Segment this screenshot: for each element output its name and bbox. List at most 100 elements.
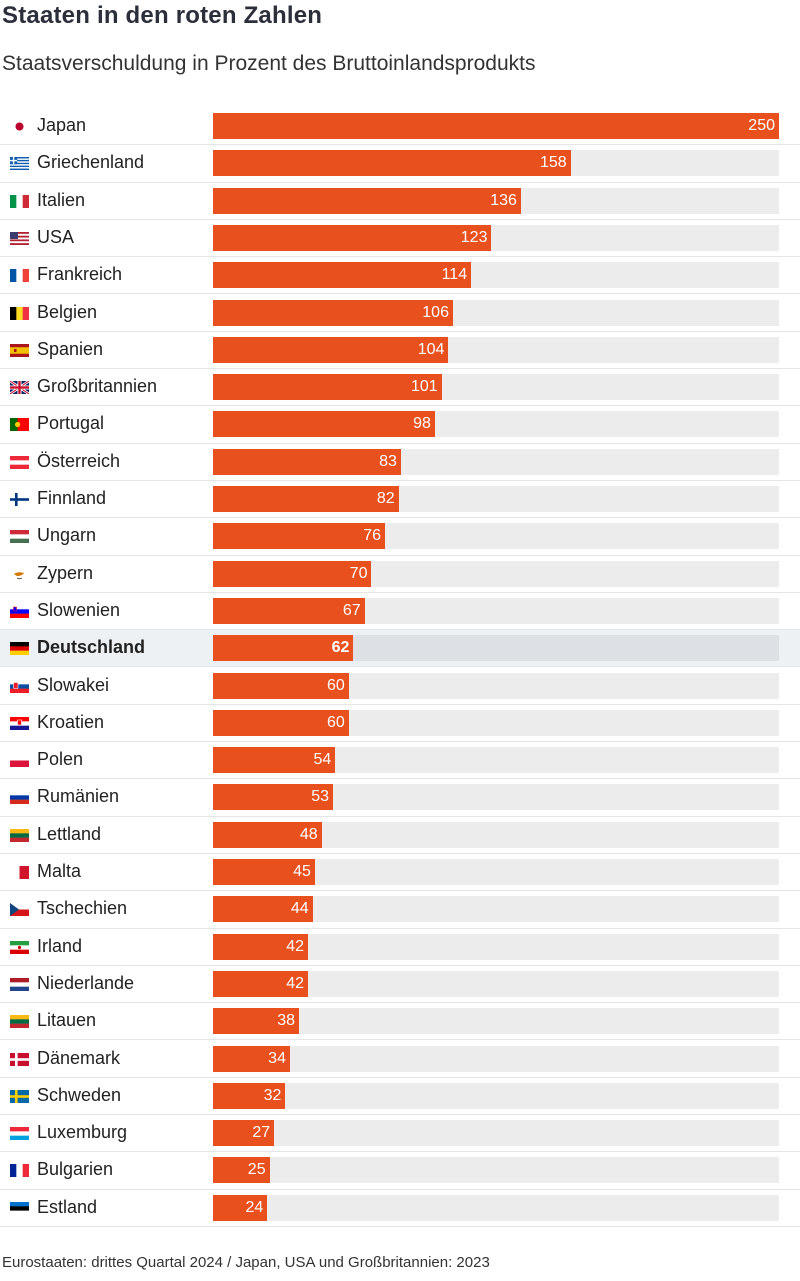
category-label: Slowakei — [37, 674, 110, 695]
denmark-flag-icon — [10, 1052, 29, 1066]
bar-row-rumaenien: Rumänien 53 — [0, 779, 800, 817]
bar-row-grossbritannien: Großbritannien 101 — [0, 369, 800, 407]
source-footnote: Eurostaaten: drittes Quartal 2024 / Japa… — [2, 1254, 490, 1271]
data-label: 44 — [290, 900, 309, 918]
bar-track: 60 — [213, 709, 779, 736]
bar-track: 76 — [213, 523, 779, 550]
poland-flag-icon — [10, 754, 29, 768]
bar-track: 53 — [213, 784, 779, 811]
data-label: 53 — [311, 788, 329, 806]
bar-row-spanien: Spanien 104 — [0, 332, 800, 370]
bar-row-zypern: Zypern 70 — [0, 556, 800, 593]
category-label: Niederlande — [37, 972, 135, 993]
data-label: 27 — [252, 1124, 271, 1142]
bar-track: 44 — [213, 896, 779, 923]
bar-track: 38 — [213, 1008, 779, 1035]
bar: 25 — [213, 1157, 270, 1184]
bar-track: 60 — [213, 672, 779, 699]
bar: 70 — [213, 560, 372, 587]
bar-row-griechenland: Griechenland 158 — [0, 145, 800, 183]
data-label: 83 — [379, 452, 397, 470]
bar-track: 27 — [213, 1120, 779, 1147]
category-label: Frankreich — [37, 264, 123, 285]
data-label: 106 — [422, 303, 449, 321]
bar: 60 — [213, 672, 349, 699]
ireland-flag-icon — [10, 940, 29, 954]
category-label: Österreich — [37, 450, 121, 471]
category-label: Schweden — [37, 1084, 122, 1105]
bar: 42 — [213, 933, 309, 960]
bar: 123 — [213, 224, 492, 251]
chart-subtitle: Staatsverschuldung in Prozent des Brutto… — [2, 52, 536, 75]
bar-row-portugal: Portugal 98 — [0, 406, 800, 444]
usa-flag-icon — [10, 231, 29, 245]
category-label: Estland — [37, 1196, 98, 1217]
bar: 98 — [213, 411, 435, 438]
data-label: 60 — [327, 676, 345, 694]
sweden-flag-icon — [10, 1089, 29, 1103]
bar: 62 — [213, 635, 354, 662]
category-label: Italien — [37, 189, 86, 210]
data-label: 104 — [417, 340, 445, 358]
bar-row-luxemburg: Luxemburg 27 — [0, 1115, 800, 1153]
bar-track: 25 — [213, 1157, 779, 1184]
italy-flag-icon — [10, 194, 29, 208]
data-label: 158 — [540, 154, 567, 172]
greece-flag-icon — [10, 157, 29, 171]
bar-track: 250 — [213, 113, 779, 139]
spain-flag-icon — [10, 343, 29, 357]
data-label: 54 — [313, 751, 332, 769]
data-label: 62 — [331, 639, 350, 657]
category-label: Tschechien — [37, 898, 128, 919]
category-label: Slowenien — [37, 599, 121, 620]
category-label: Polen — [37, 749, 84, 770]
bar-track: 70 — [213, 560, 779, 587]
bar-track: 42 — [213, 970, 779, 997]
bar-track: 83 — [213, 448, 779, 475]
cyprus-flag-icon — [10, 567, 29, 581]
category-label: USA — [37, 226, 75, 247]
category-label: Portugal — [37, 413, 105, 434]
data-label: 250 — [748, 117, 775, 134]
bar-track: 34 — [213, 1045, 779, 1072]
romania-flag-icon — [10, 791, 29, 805]
germany-flag-icon — [10, 642, 29, 656]
bar: 60 — [213, 709, 349, 736]
data-label: 34 — [268, 1049, 286, 1067]
bar: 53 — [213, 784, 333, 811]
belgium-flag-icon — [10, 306, 29, 320]
bar-row-usa: USA 123 — [0, 220, 800, 258]
malta-flag-icon — [10, 866, 29, 879]
bar-row-slowakei: Slowakei 60 — [0, 668, 800, 705]
france-flag-icon — [10, 269, 29, 283]
category-label: Japan — [37, 115, 87, 135]
data-label: 67 — [342, 601, 361, 619]
category-label: Dänemark — [37, 1047, 121, 1068]
bar: 24 — [213, 1194, 268, 1221]
category-label: Irland — [37, 935, 83, 956]
bar-row-malta: Malta 45 — [0, 854, 800, 892]
bar-row-frankreich: Frankreich 114 — [0, 257, 800, 295]
bar-track: 104 — [213, 336, 779, 363]
category-label: Malta — [37, 861, 82, 881]
bar-track: 48 — [213, 821, 779, 848]
austria-flag-icon — [10, 455, 29, 469]
bar-row-tschechien: Tschechien 44 — [0, 891, 800, 929]
luxembourg-flag-icon — [10, 1127, 29, 1141]
category-label: Litauen — [37, 1010, 97, 1031]
bar-track: 123 — [213, 224, 779, 251]
bar-row-schweden: Schweden 32 — [0, 1078, 800, 1116]
czechia-flag-icon — [10, 903, 29, 917]
bar: 104 — [213, 336, 449, 363]
bar-track: 54 — [213, 747, 779, 774]
bar: 34 — [213, 1045, 290, 1072]
bar-row-belgien: Belgien 106 — [0, 295, 800, 332]
bar: 42 — [213, 970, 309, 997]
category-label: Bulgarien — [37, 1159, 114, 1180]
bar: 67 — [213, 597, 365, 624]
bar-row-japan: Japan 250 — [0, 108, 800, 146]
bar: 82 — [213, 486, 399, 512]
slovakia-flag-icon — [10, 679, 29, 693]
category-label: Spanien — [37, 338, 104, 359]
data-label: 101 — [410, 378, 438, 396]
